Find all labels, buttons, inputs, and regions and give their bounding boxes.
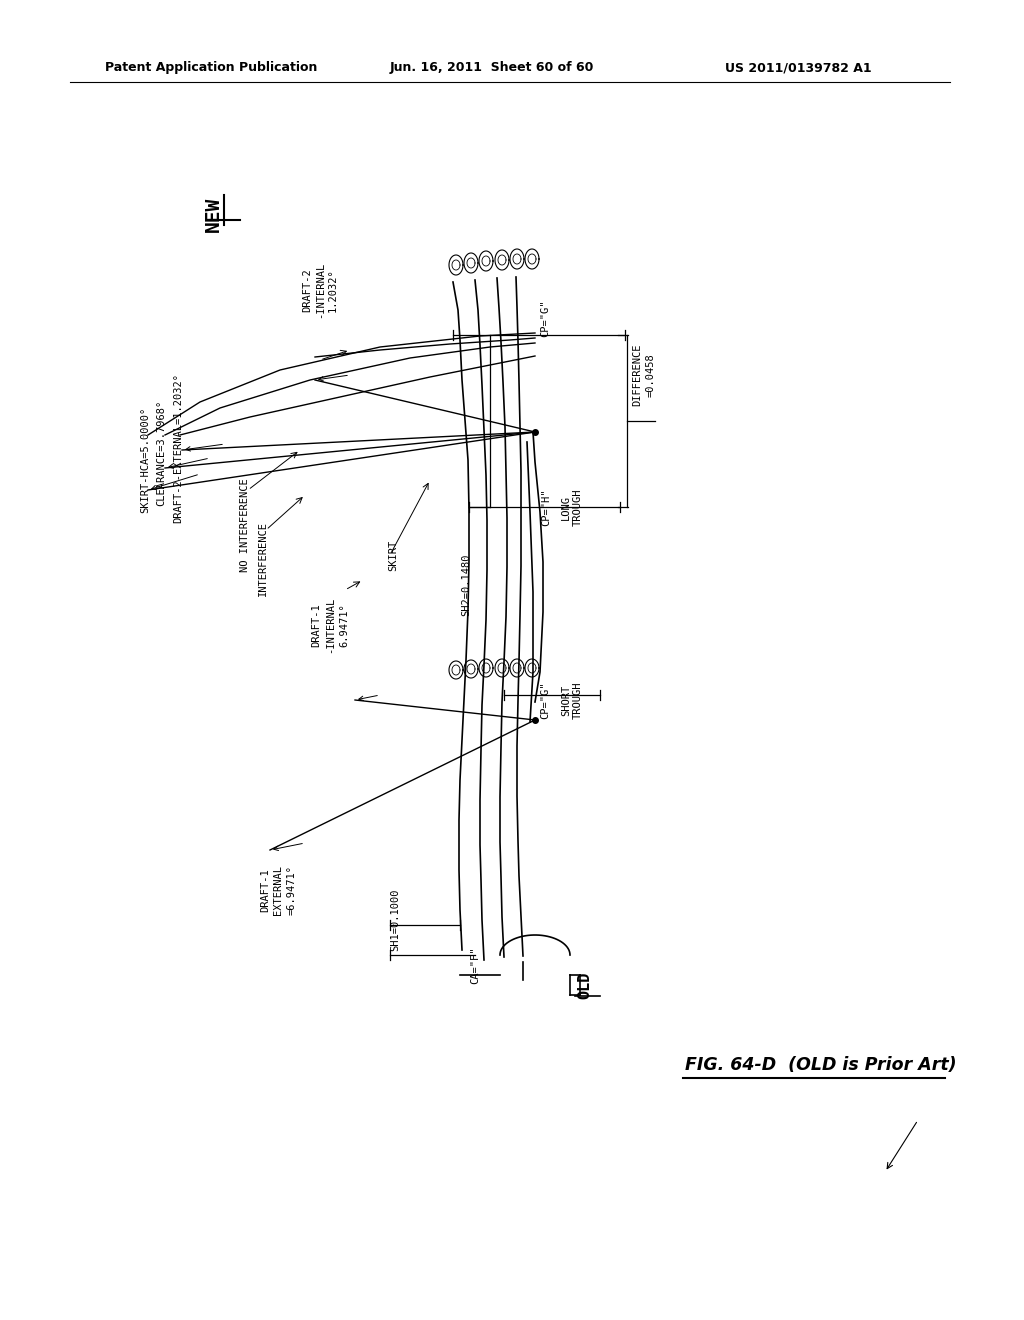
Text: CLEARANCE=3.7968°: CLEARANCE=3.7968° bbox=[156, 400, 166, 506]
Text: =0.0458: =0.0458 bbox=[646, 354, 656, 397]
Text: EXTERNAL: EXTERNAL bbox=[273, 865, 283, 915]
Text: NEW: NEW bbox=[204, 197, 222, 231]
Text: DRAFT-1: DRAFT-1 bbox=[311, 603, 321, 647]
Text: SH2=0.1480: SH2=0.1480 bbox=[461, 554, 471, 616]
Text: SH1=0.1000: SH1=0.1000 bbox=[390, 888, 400, 952]
Text: TROUGH: TROUGH bbox=[573, 488, 583, 525]
Text: CA="F": CA="F" bbox=[470, 946, 480, 983]
Text: SKIRT-HCA=5.0000°: SKIRT-HCA=5.0000° bbox=[140, 407, 150, 513]
Text: OLD: OLD bbox=[578, 972, 593, 999]
Text: DRAFT-1: DRAFT-1 bbox=[260, 869, 270, 912]
Text: Patent Application Publication: Patent Application Publication bbox=[105, 62, 317, 74]
Text: NO INTERFERENCE: NO INTERFERENCE bbox=[240, 478, 250, 572]
Text: SKIRT: SKIRT bbox=[388, 540, 398, 570]
Text: CP="G": CP="G" bbox=[540, 300, 550, 337]
Text: CP="H": CP="H" bbox=[541, 488, 551, 525]
Text: US 2011/0139782 A1: US 2011/0139782 A1 bbox=[725, 62, 871, 74]
Text: =6.9471°: =6.9471° bbox=[287, 865, 297, 915]
Text: FIG. 64-D  (OLD is Prior Art): FIG. 64-D (OLD is Prior Art) bbox=[685, 1056, 956, 1074]
Text: -INTERNAL: -INTERNAL bbox=[315, 261, 325, 318]
Text: 1.2032°: 1.2032° bbox=[328, 268, 338, 312]
Text: Jun. 16, 2011  Sheet 60 of 60: Jun. 16, 2011 Sheet 60 of 60 bbox=[390, 62, 594, 74]
Text: LONG: LONG bbox=[561, 495, 571, 520]
Text: 6.9471°: 6.9471° bbox=[339, 603, 349, 647]
Text: SHORT: SHORT bbox=[561, 684, 571, 715]
Text: -INTERNAL: -INTERNAL bbox=[325, 597, 335, 653]
Text: INTERFERENCE: INTERFERENCE bbox=[258, 520, 268, 595]
Text: DRAFT-2-EXTERNAL=1.2032°: DRAFT-2-EXTERNAL=1.2032° bbox=[173, 374, 183, 523]
Text: TROUGH: TROUGH bbox=[573, 681, 583, 719]
Text: CP="G": CP="G" bbox=[540, 681, 550, 719]
Text: DRAFT-2: DRAFT-2 bbox=[302, 268, 312, 312]
Text: DIFFERENCE: DIFFERENCE bbox=[632, 343, 642, 407]
